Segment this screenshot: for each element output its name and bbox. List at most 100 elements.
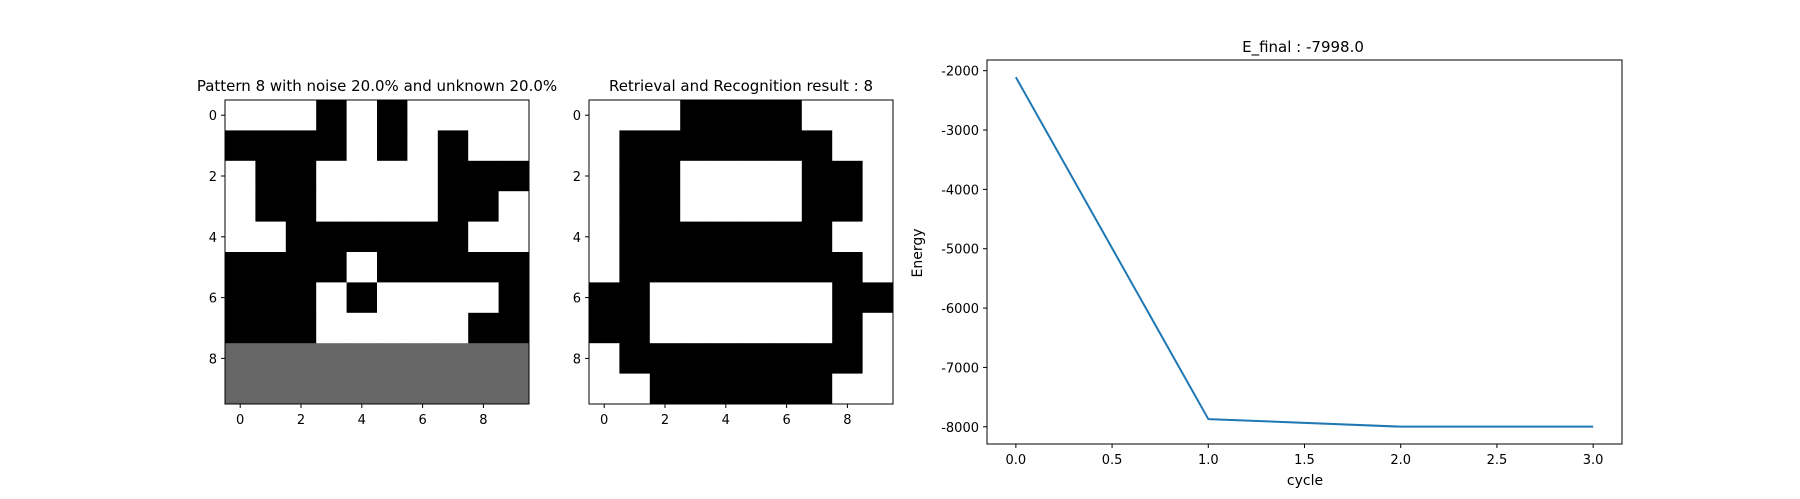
heatmap-cell bbox=[225, 160, 256, 192]
heatmap-cell bbox=[498, 312, 530, 344]
heatmap-cell bbox=[468, 191, 499, 222]
heatmap-cell bbox=[649, 312, 681, 344]
heatmap-cell bbox=[377, 191, 408, 222]
y-tick-label: -5000 bbox=[941, 243, 979, 258]
heatmap-cell bbox=[741, 252, 772, 283]
heatmap-cell bbox=[649, 221, 681, 253]
heatmap-cell bbox=[680, 191, 711, 222]
x-tick-label: 2.5 bbox=[1487, 453, 1508, 468]
heatmap-cell bbox=[468, 252, 499, 283]
heatmap-cell bbox=[498, 373, 530, 405]
heatmap-cell bbox=[741, 343, 772, 374]
heatmap-cell bbox=[407, 100, 439, 131]
heatmap-cell bbox=[832, 130, 863, 162]
heatmap-cell bbox=[468, 160, 499, 192]
heatmap-cell bbox=[407, 282, 439, 314]
heatmap-cell bbox=[316, 282, 347, 314]
energy-plot-frame bbox=[986, 59, 1623, 445]
heatmap-cell bbox=[377, 282, 408, 314]
heatmap-cell bbox=[862, 191, 894, 222]
heatmap-cell bbox=[316, 373, 347, 405]
x-tick-label: 8 bbox=[843, 413, 851, 428]
heatmap-cell bbox=[316, 191, 347, 222]
heatmap-cell bbox=[255, 343, 287, 374]
x-tick-label: 6 bbox=[418, 413, 426, 428]
heatmap-cell bbox=[832, 343, 863, 374]
heatmap-cell bbox=[862, 160, 894, 192]
noisy-pattern-ticks: 0 2 4 6 8 0 2 4 6 8 bbox=[209, 109, 488, 428]
heatmap-cell bbox=[771, 343, 803, 374]
y-tick-label: -2000 bbox=[941, 65, 979, 80]
y-tick-label: 4 bbox=[209, 231, 217, 246]
noisy-pattern-frame bbox=[224, 99, 530, 405]
heatmap-cell bbox=[710, 252, 742, 283]
heatmap-cell bbox=[801, 282, 833, 314]
heatmap-cell bbox=[619, 312, 651, 344]
heatmap-cell bbox=[377, 343, 408, 374]
energy-y-axis-label: Energy bbox=[910, 228, 926, 277]
heatmap-cell bbox=[741, 191, 772, 222]
heatmap-cell bbox=[285, 312, 317, 344]
heatmap-cell bbox=[468, 373, 499, 405]
heatmap-cell bbox=[649, 252, 681, 283]
heatmap-cell bbox=[589, 100, 620, 131]
heatmap-cell bbox=[680, 100, 711, 131]
heatmap-cell bbox=[619, 282, 651, 314]
y-tick-label: -8000 bbox=[941, 421, 979, 436]
heatmap-cell bbox=[285, 221, 317, 253]
heatmap-cell bbox=[346, 100, 378, 131]
x-tick-label: 6 bbox=[782, 413, 790, 428]
y-tick-label: 2 bbox=[573, 170, 581, 185]
energy-line-group bbox=[1014, 76, 1594, 428]
heatmap-cell bbox=[801, 343, 833, 374]
heatmap-cell bbox=[589, 191, 620, 222]
x-tick-label: 3.0 bbox=[1583, 453, 1604, 468]
heatmap-cell bbox=[255, 252, 287, 283]
heatmap-cell bbox=[468, 130, 499, 162]
heatmap-cell bbox=[771, 130, 803, 162]
heatmap-cell bbox=[255, 160, 287, 192]
heatmap-cell bbox=[225, 130, 256, 162]
heatmap-cell bbox=[619, 373, 651, 405]
y-tick-label: 6 bbox=[209, 292, 217, 307]
heatmap-cell bbox=[437, 160, 469, 192]
energy-series-line bbox=[1014, 76, 1594, 428]
y-tick-label: 0 bbox=[209, 109, 217, 124]
heatmap-cell bbox=[225, 221, 256, 253]
heatmap-cell bbox=[255, 312, 287, 344]
heatmap-cell bbox=[619, 252, 651, 283]
heatmap-cell bbox=[680, 252, 711, 283]
energy-x-axis-label: cycle bbox=[1287, 473, 1323, 489]
heatmap-cell bbox=[771, 160, 803, 192]
x-tick-label: 2 bbox=[661, 413, 669, 428]
heatmap-cell bbox=[316, 252, 347, 283]
heatmap-cell bbox=[285, 191, 317, 222]
heatmap-cell bbox=[498, 130, 530, 162]
heatmap-cell bbox=[589, 252, 620, 283]
heatmap-cell bbox=[225, 373, 256, 405]
retrieval-result-panel: Retrieval and Recognition result : 8 0 2 4… bbox=[573, 77, 894, 428]
heatmap-cell bbox=[316, 160, 347, 192]
heatmap-cell bbox=[832, 100, 863, 131]
heatmap-cell bbox=[437, 191, 469, 222]
heatmap-cell bbox=[741, 282, 772, 314]
heatmap-cell bbox=[407, 373, 439, 405]
x-tick-label: 0 bbox=[236, 413, 244, 428]
x-tick-label: 2.0 bbox=[1390, 453, 1411, 468]
heatmap-cell bbox=[437, 373, 469, 405]
heatmap-cell bbox=[346, 343, 378, 374]
heatmap-cell bbox=[741, 100, 772, 131]
heatmap-cell bbox=[680, 282, 711, 314]
heatmap-cell bbox=[771, 252, 803, 283]
heatmap-cell bbox=[437, 100, 469, 131]
heatmap-cell bbox=[619, 100, 651, 131]
x-tick-label: 2 bbox=[297, 413, 305, 428]
heatmap-cell bbox=[377, 373, 408, 405]
heatmap-cell bbox=[285, 160, 317, 192]
retrieval-result-ticks: 0 2 4 6 8 0 2 4 6 8 bbox=[573, 109, 852, 428]
heatmap-cell bbox=[377, 312, 408, 344]
x-tick-label: 0.5 bbox=[1102, 453, 1123, 468]
heatmap-cell bbox=[377, 100, 408, 131]
heatmap-cell bbox=[862, 312, 894, 344]
heatmap-cell bbox=[316, 343, 347, 374]
